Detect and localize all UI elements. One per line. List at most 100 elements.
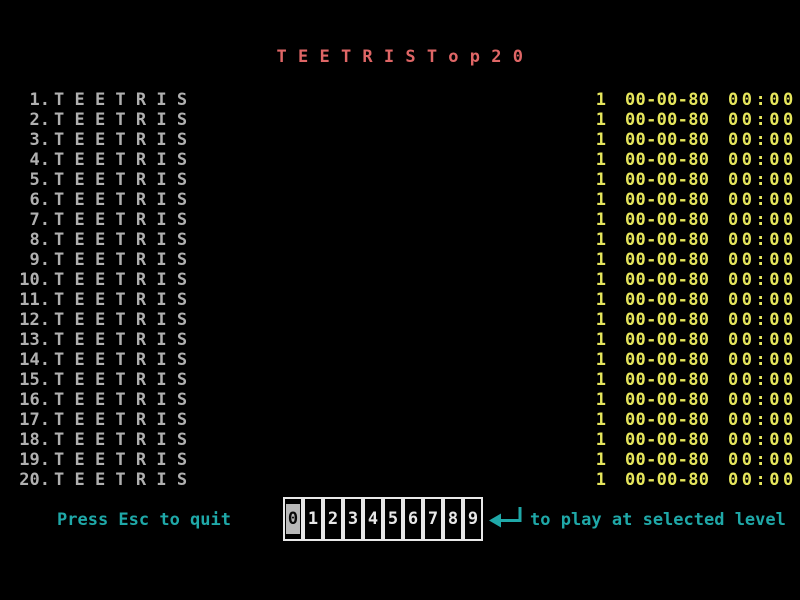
score-score: 1 xyxy=(595,90,606,110)
level-digit: 9 xyxy=(467,509,479,529)
score-date: 00-00-80 xyxy=(625,430,710,450)
score-rank: 12. xyxy=(19,310,50,330)
page-title: T E E T R I S T o p 2 0 xyxy=(276,47,524,67)
score-score: 1 xyxy=(595,370,606,390)
score-time: 00:00 xyxy=(728,150,797,170)
score-score: 1 xyxy=(595,110,606,130)
score-rank: 9. xyxy=(29,250,50,270)
score-time: 00:00 xyxy=(728,290,797,310)
score-score: 1 xyxy=(595,210,606,230)
score-score: 1 xyxy=(595,170,606,190)
score-date: 00-00-80 xyxy=(625,310,710,330)
score-name: T E E T R I S xyxy=(54,370,188,390)
level-digit: 4 xyxy=(367,509,379,529)
score-row: 4. T E E T R I S 1 00-00-80 00:00 xyxy=(0,150,800,170)
score-name: T E E T R I S xyxy=(54,110,188,130)
score-date: 00-00-80 xyxy=(625,410,710,430)
score-rank: 3. xyxy=(29,130,50,150)
score-date: 00-00-80 xyxy=(625,290,710,310)
score-date: 00-00-80 xyxy=(625,470,710,490)
score-date: 00-00-80 xyxy=(625,230,710,250)
score-score: 1 xyxy=(595,270,606,290)
score-date: 00-00-80 xyxy=(625,270,710,290)
score-date: 00-00-80 xyxy=(625,330,710,350)
score-rank: 4. xyxy=(29,150,50,170)
score-rank: 10. xyxy=(19,270,50,290)
score-score: 1 xyxy=(595,130,606,150)
score-row: 13. T E E T R I S 1 00-00-80 00:00 xyxy=(0,330,800,350)
level-digit: 5 xyxy=(387,509,399,529)
score-row: 14. T E E T R I S 1 00-00-80 00:00 xyxy=(0,350,800,370)
score-time: 00:00 xyxy=(728,370,797,390)
enter-arrow-icon xyxy=(489,507,522,528)
score-time: 00:00 xyxy=(728,250,797,270)
score-name: T E E T R I S xyxy=(54,330,188,350)
score-time: 00:00 xyxy=(728,410,797,430)
score-time: 00:00 xyxy=(728,330,797,350)
score-time: 00:00 xyxy=(728,170,797,190)
score-time: 00:00 xyxy=(728,310,797,330)
level-digit: 0 xyxy=(285,504,301,534)
score-date: 00-00-80 xyxy=(625,90,710,110)
score-name: T E E T R I S xyxy=(54,170,188,190)
score-row: 1. T E E T R I S 1 00-00-80 00:00 xyxy=(0,90,800,110)
score-rank: 19. xyxy=(19,450,50,470)
score-time: 00:00 xyxy=(728,190,797,210)
score-rank: 6. xyxy=(29,190,50,210)
score-name: T E E T R I S xyxy=(54,310,188,330)
score-rank: 1. xyxy=(29,90,50,110)
score-row: 12. T E E T R I S 1 00-00-80 00:00 xyxy=(0,310,800,330)
score-time: 00:00 xyxy=(728,470,797,490)
score-name: T E E T R I S xyxy=(54,270,188,290)
score-score: 1 xyxy=(595,190,606,210)
level-box-4[interactable]: 4 xyxy=(363,497,383,541)
score-rank: 7. xyxy=(29,210,50,230)
score-row: 19. T E E T R I S 1 00-00-80 00:00 xyxy=(0,450,800,470)
score-rank: 13. xyxy=(19,330,50,350)
score-date: 00-00-80 xyxy=(625,210,710,230)
level-box-1[interactable]: 1 xyxy=(303,497,323,541)
score-time: 00:00 xyxy=(728,210,797,230)
score-date: 00-00-80 xyxy=(625,450,710,470)
level-digit: 1 xyxy=(307,509,319,529)
level-box-9[interactable]: 9 xyxy=(463,497,483,541)
level-box-8[interactable]: 8 xyxy=(443,497,463,541)
score-row: 11. T E E T R I S 1 00-00-80 00:00 xyxy=(0,290,800,310)
score-score: 1 xyxy=(595,250,606,270)
score-date: 00-00-80 xyxy=(625,350,710,370)
level-box-3[interactable]: 3 xyxy=(343,497,363,541)
score-date: 00-00-80 xyxy=(625,390,710,410)
play-hint: to play at selected level xyxy=(530,510,786,530)
score-row: 10. T E E T R I S 1 00-00-80 00:00 xyxy=(0,270,800,290)
score-name: T E E T R I S xyxy=(54,410,188,430)
level-box-0[interactable]: 0 xyxy=(283,497,303,541)
score-date: 00-00-80 xyxy=(625,170,710,190)
score-rank: 5. xyxy=(29,170,50,190)
score-score: 1 xyxy=(595,150,606,170)
score-date: 00-00-80 xyxy=(625,110,710,130)
score-row: 17. T E E T R I S 1 00-00-80 00:00 xyxy=(0,410,800,430)
score-row: 5. T E E T R I S 1 00-00-80 00:00 xyxy=(0,170,800,190)
score-row: 18. T E E T R I S 1 00-00-80 00:00 xyxy=(0,430,800,450)
score-score: 1 xyxy=(595,470,606,490)
level-digit: 8 xyxy=(447,509,459,529)
score-name: T E E T R I S xyxy=(54,190,188,210)
score-name: T E E T R I S xyxy=(54,90,188,110)
score-row: 15. T E E T R I S 1 00-00-80 00:00 xyxy=(0,370,800,390)
score-time: 00:00 xyxy=(728,270,797,290)
score-rank: 17. xyxy=(19,410,50,430)
level-box-6[interactable]: 6 xyxy=(403,497,423,541)
level-digit: 6 xyxy=(407,509,419,529)
score-score: 1 xyxy=(595,290,606,310)
score-score: 1 xyxy=(595,390,606,410)
score-time: 00:00 xyxy=(728,230,797,250)
level-box-7[interactable]: 7 xyxy=(423,497,443,541)
level-box-5[interactable]: 5 xyxy=(383,497,403,541)
score-row: 16. T E E T R I S 1 00-00-80 00:00 xyxy=(0,390,800,410)
level-box-2[interactable]: 2 xyxy=(323,497,343,541)
score-row: 3. T E E T R I S 1 00-00-80 00:00 xyxy=(0,130,800,150)
score-rank: 2. xyxy=(29,110,50,130)
score-date: 00-00-80 xyxy=(625,130,710,150)
score-rank: 14. xyxy=(19,350,50,370)
